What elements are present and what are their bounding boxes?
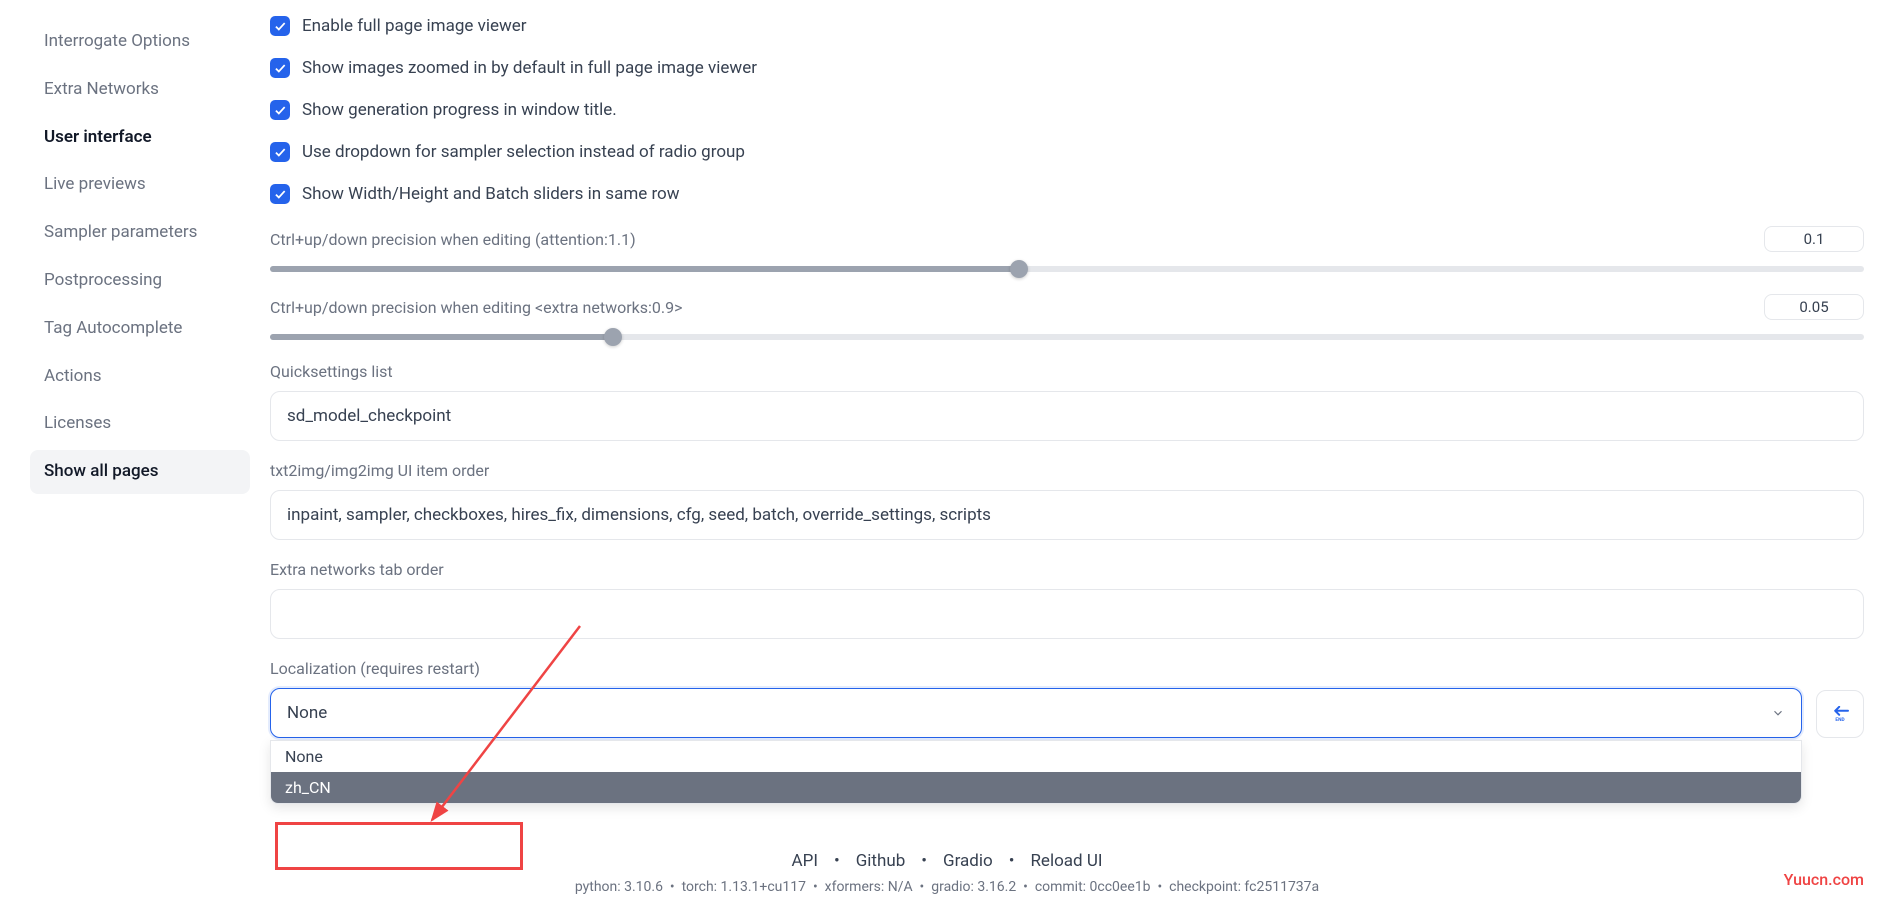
localization-dropdown: Nonezh_CN	[270, 740, 1802, 804]
slider-label-1: Ctrl+up/down precision when editing <ext…	[270, 298, 682, 317]
chevron-down-icon	[1771, 706, 1785, 720]
version-part: python: 3.10.6	[575, 879, 663, 895]
localization-label: Localization (requires restart)	[270, 659, 1864, 678]
extra-networks-tab-input[interactable]	[270, 589, 1864, 639]
localization-option-none[interactable]: None	[271, 741, 1801, 772]
footer-links: API • Github • Gradio • Reload UI	[0, 851, 1894, 871]
sidebar-item-interrogate-options[interactable]: Interrogate Options	[30, 20, 250, 64]
sidebar-item-licenses[interactable]: Licenses	[30, 402, 250, 446]
checkbox-4[interactable]	[270, 184, 290, 204]
reset-end-icon: END	[1830, 706, 1850, 722]
sidebar-item-live-previews[interactable]: Live previews	[30, 163, 250, 207]
checkbox-row: Enable full page image viewer	[270, 16, 1864, 36]
localization-selected-value: None	[287, 703, 327, 723]
version-part: torch: 1.13.1+cu117	[682, 879, 806, 895]
checkbox-row: Use dropdown for sampler selection inste…	[270, 142, 1864, 162]
footer-version: python: 3.10.6 • torch: 1.13.1+cu117 • x…	[0, 879, 1894, 895]
checkbox-label-1: Show images zoomed in by default in full…	[302, 58, 757, 78]
slider-value-1[interactable]: 0.05	[1764, 294, 1864, 320]
footer-link-github[interactable]: Github	[856, 851, 906, 871]
check-icon	[273, 61, 287, 75]
checkbox-row: Show generation progress in window title…	[270, 100, 1864, 120]
slider-group-1: Ctrl+up/down precision when editing <ext…	[270, 294, 1864, 340]
version-part: commit: 0cc0ee1b	[1035, 879, 1151, 895]
slider-fill	[270, 334, 613, 340]
sidebar-item-tag-autocomplete[interactable]: Tag Autocomplete	[30, 307, 250, 351]
checkbox-label-3: Use dropdown for sampler selection inste…	[302, 142, 745, 162]
slider-value-0[interactable]: 0.1	[1764, 226, 1864, 252]
slider-group-0: Ctrl+up/down precision when editing (att…	[270, 226, 1864, 272]
sidebar-item-actions[interactable]: Actions	[30, 355, 250, 399]
separator-dot: •	[921, 851, 927, 871]
quicksettings-group: Quicksettings list	[270, 362, 1864, 441]
version-part: checkpoint: fc2511737a	[1169, 879, 1319, 895]
settings-main: Enable full page image viewer Show image…	[250, 0, 1864, 907]
ui-item-order-input[interactable]	[270, 490, 1864, 540]
extra-networks-tab-label: Extra networks tab order	[270, 560, 1864, 579]
check-icon	[273, 145, 287, 159]
slider-track-1[interactable]	[270, 334, 1864, 340]
checkbox-label-2: Show generation progress in window title…	[302, 100, 617, 120]
quicksettings-label: Quicksettings list	[270, 362, 1864, 381]
slider-label-0: Ctrl+up/down precision when editing (att…	[270, 230, 636, 249]
sidebar-item-sampler-parameters[interactable]: Sampler parameters	[30, 211, 250, 255]
footer-link-reload-ui[interactable]: Reload UI	[1030, 851, 1102, 871]
ui-item-order-label: txt2img/img2img UI item order	[270, 461, 1864, 480]
check-icon	[273, 19, 287, 33]
checkbox-label-4: Show Width/Height and Batch sliders in s…	[302, 184, 680, 204]
localization-group: Localization (requires restart) None Non…	[270, 659, 1864, 738]
slider-thumb[interactable]	[604, 328, 622, 346]
check-icon	[273, 103, 287, 117]
svg-text:END: END	[1835, 717, 1844, 722]
check-icon	[273, 187, 287, 201]
localization-option-zh_cn[interactable]: zh_CN	[271, 772, 1801, 803]
separator-dot: •	[834, 851, 840, 871]
checkbox-1[interactable]	[270, 58, 290, 78]
sidebar-item-user-interface[interactable]: User interface	[30, 116, 250, 160]
reset-localization-button[interactable]: END	[1816, 690, 1864, 738]
checkbox-2[interactable]	[270, 100, 290, 120]
checkbox-row: Show images zoomed in by default in full…	[270, 58, 1864, 78]
settings-sidebar: Interrogate OptionsExtra NetworksUser in…	[30, 0, 250, 907]
checkbox-3[interactable]	[270, 142, 290, 162]
extra-networks-tab-group: Extra networks tab order	[270, 560, 1864, 639]
settings-container: Interrogate OptionsExtra NetworksUser in…	[0, 0, 1894, 907]
sidebar-show-all-pages[interactable]: Show all pages	[30, 450, 250, 494]
localization-select[interactable]: None	[270, 688, 1802, 738]
ui-item-order-group: txt2img/img2img UI item order	[270, 461, 1864, 540]
footer-link-gradio[interactable]: Gradio	[943, 851, 993, 871]
separator-dot: •	[1009, 851, 1015, 871]
footer: API • Github • Gradio • Reload UI python: 3.10…	[0, 851, 1894, 895]
checkbox-row: Show Width/Height and Batch sliders in s…	[270, 184, 1864, 204]
version-part: xformers: N/A	[825, 879, 913, 895]
sidebar-item-postprocessing[interactable]: Postprocessing	[30, 259, 250, 303]
slider-fill	[270, 266, 1019, 272]
footer-link-api[interactable]: API	[792, 851, 818, 871]
watermark-text: Yuucn.com	[1784, 870, 1864, 889]
version-part: gradio: 3.16.2	[931, 879, 1016, 895]
checkbox-label-0: Enable full page image viewer	[302, 16, 527, 36]
quicksettings-input[interactable]	[270, 391, 1864, 441]
sidebar-item-extra-networks[interactable]: Extra Networks	[30, 68, 250, 112]
slider-track-0[interactable]	[270, 266, 1864, 272]
slider-thumb[interactable]	[1010, 260, 1028, 278]
checkbox-0[interactable]	[270, 16, 290, 36]
